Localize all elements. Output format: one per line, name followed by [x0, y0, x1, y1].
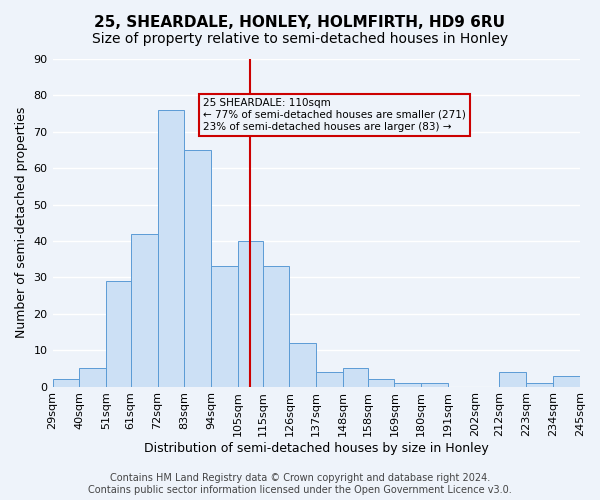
- Bar: [211, 266, 238, 386]
- Text: Size of property relative to semi-detached houses in Honley: Size of property relative to semi-detach…: [92, 32, 508, 46]
- Bar: [79, 368, 106, 386]
- Bar: [131, 234, 158, 386]
- Bar: [421, 383, 448, 386]
- X-axis label: Distribution of semi-detached houses by size in Honley: Distribution of semi-detached houses by …: [144, 442, 488, 455]
- Text: Contains HM Land Registry data © Crown copyright and database right 2024.
Contai: Contains HM Land Registry data © Crown c…: [88, 474, 512, 495]
- Bar: [238, 241, 263, 386]
- Bar: [343, 368, 368, 386]
- Bar: [394, 383, 421, 386]
- Bar: [553, 376, 580, 386]
- Y-axis label: Number of semi-detached properties: Number of semi-detached properties: [15, 107, 28, 338]
- Bar: [263, 266, 289, 386]
- Bar: [106, 281, 131, 386]
- Bar: [289, 343, 316, 386]
- Bar: [158, 110, 184, 386]
- Bar: [368, 380, 394, 386]
- Text: 25 SHEARDALE: 110sqm
← 77% of semi-detached houses are smaller (271)
23% of semi: 25 SHEARDALE: 110sqm ← 77% of semi-detac…: [203, 98, 466, 132]
- Bar: [53, 380, 79, 386]
- Bar: [526, 383, 553, 386]
- Bar: [184, 150, 211, 386]
- Bar: [316, 372, 343, 386]
- Text: 25, SHEARDALE, HONLEY, HOLMFIRTH, HD9 6RU: 25, SHEARDALE, HONLEY, HOLMFIRTH, HD9 6R…: [95, 15, 505, 30]
- Bar: [499, 372, 526, 386]
